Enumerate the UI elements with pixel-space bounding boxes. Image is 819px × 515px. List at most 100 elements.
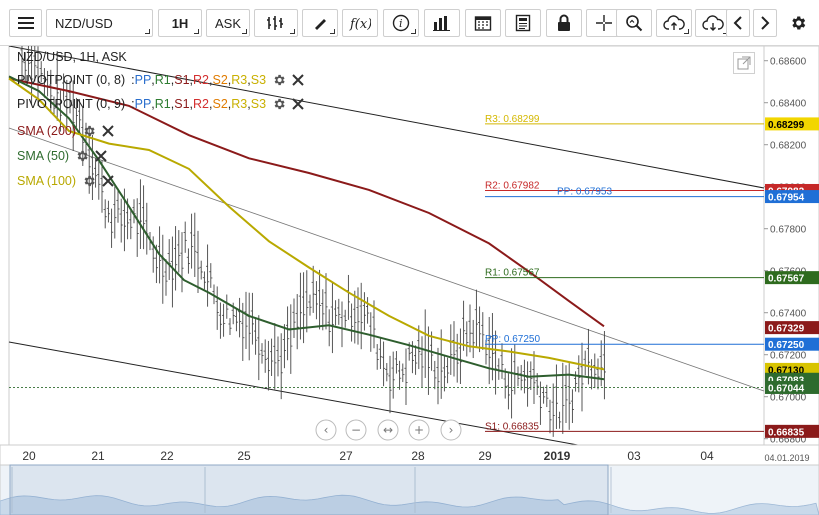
legend-settings-button[interactable]: [82, 124, 96, 138]
legend-settings-button[interactable]: [272, 73, 286, 87]
lock-button[interactable]: [546, 9, 582, 37]
legend-remove-button[interactable]: [292, 74, 304, 86]
calendar-icon: [474, 16, 492, 31]
cloud-upload-button[interactable]: [656, 9, 692, 37]
indicators-button[interactable]: f(x): [342, 9, 378, 37]
legend-part: S2: [212, 97, 228, 111]
price-tag-label: 0.67083: [768, 375, 805, 386]
legend-part: S1: [174, 97, 190, 111]
price-tag-label: 0.67250: [768, 340, 805, 351]
legend-part: S3: [250, 97, 267, 111]
scroll-right-button[interactable]: [753, 9, 777, 37]
legend-item[interactable]: SMA (100): [17, 174, 114, 188]
price-tag: [765, 380, 819, 394]
zoom-icon: [626, 15, 643, 32]
legend-remove-button[interactable]: [102, 175, 114, 187]
legend-settings-button[interactable]: [272, 97, 286, 111]
zoom-out-icon-glyph: −: [351, 423, 361, 437]
legend-item[interactable]: PIVOTPOINT (0, 8) : PP, R1, S1, R2, S2, …: [17, 73, 304, 87]
chevron-down-icon: [290, 29, 295, 34]
x-tick-label: 04: [700, 449, 714, 463]
volume-button[interactable]: [424, 9, 460, 37]
legend-item[interactable]: SMA (50): [17, 149, 107, 163]
legend-item[interactable]: SMA (200): [17, 124, 114, 138]
pivot-label: PP: 0.67953: [557, 187, 612, 198]
legend-settings-button[interactable]: [82, 174, 96, 188]
x-tick-label: 25: [237, 449, 251, 463]
reset-zoom-icon-glyph: ↔: [383, 423, 393, 437]
pivot-label: PP: 0.67250: [485, 334, 540, 345]
legend-part: R3: [231, 97, 248, 111]
svg-text:i: i: [399, 17, 403, 30]
settings-button[interactable]: [785, 9, 811, 37]
legend-separator: :: [131, 97, 135, 111]
price-chart[interactable]: 0.686000.684000.682000.680000.678000.676…: [0, 46, 819, 515]
y-tick-label: 0.67200: [770, 351, 807, 362]
zoom-in-icon[interactable]: [408, 419, 430, 441]
gear-icon: [77, 150, 88, 162]
chevron-down-icon: [145, 29, 150, 34]
legend-remove-button[interactable]: [292, 98, 304, 110]
sma-line: [8, 75, 605, 381]
zoom-in-icon-glyph: +: [414, 423, 424, 437]
gear-icon: [274, 74, 285, 86]
legend-comma: ,: [189, 73, 194, 87]
pivot-label: R3: 0.68299: [485, 114, 540, 125]
draw-pen-icon: [315, 19, 326, 30]
price-tag-label: 0.68299: [768, 120, 805, 131]
legend-part: R3: [231, 73, 248, 87]
x-tick-label: 22: [160, 449, 174, 463]
draw-tools-button[interactable]: [302, 9, 338, 37]
chevron-right-icon: [761, 16, 770, 30]
price-tag-label: 0.67329: [768, 324, 805, 335]
price-type-selector[interactable]: ASK: [206, 9, 250, 37]
y-tick-label: 0.68400: [770, 99, 807, 110]
legend-comma: ,: [170, 97, 175, 111]
pivot-label: R1: 0.67567: [485, 268, 540, 279]
legend-part: R2: [193, 73, 210, 87]
zoom-button[interactable]: [616, 9, 652, 37]
chart-area[interactable]: 0.686000.684000.682000.680000.678000.676…: [0, 46, 819, 515]
chart-type-button[interactable]: [254, 9, 298, 37]
symbol-label: NZD/USD: [55, 15, 113, 31]
timeframe-selector[interactable]: 1H: [158, 9, 202, 37]
price-tag-label: 0.67954: [768, 193, 805, 204]
price-tag-label: 0.67044: [768, 383, 805, 394]
info-button[interactable]: i: [383, 9, 419, 37]
menu-button[interactable]: [9, 9, 42, 37]
legend-item[interactable]: PIVOTPOINT (0, 9) : PP, R1, S1, R2, S2, …: [17, 97, 304, 111]
navigator-window[interactable]: [9, 464, 609, 515]
legend-settings-button[interactable]: [75, 149, 89, 163]
legend-remove-button[interactable]: [95, 150, 107, 162]
x-tick-label: 27: [339, 449, 353, 463]
calendar-button[interactable]: [465, 9, 501, 37]
notes-button[interactable]: [505, 9, 541, 37]
detach-window-button[interactable]: [733, 52, 755, 74]
x-tick-label: 21: [91, 449, 105, 463]
chart-title: NZD/USD, 1H, ASK: [17, 50, 127, 64]
price-tag: [765, 271, 819, 285]
scroll-left-button[interactable]: [726, 9, 750, 37]
price-tag: [765, 190, 819, 204]
scroll-back-icon[interactable]: [315, 419, 337, 441]
scroll-forward-icon-glyph: ›: [449, 423, 454, 437]
legend-comma: ,: [227, 97, 232, 111]
cloud-download-button[interactable]: [695, 9, 731, 37]
chevron-left-icon: [733, 16, 742, 30]
zoom-out-icon[interactable]: [345, 419, 367, 441]
trendline-middle: [8, 127, 765, 392]
document-icon: [515, 14, 531, 32]
close-icon: [102, 175, 114, 187]
scroll-forward-icon[interactable]: [440, 419, 462, 441]
close-icon: [292, 74, 304, 86]
reset-zoom-icon[interactable]: [377, 419, 399, 441]
pivot-label: S1: 0.66835: [485, 421, 539, 432]
symbol-selector[interactable]: NZD/USD: [46, 9, 153, 37]
legend-part: R1: [154, 73, 171, 87]
price-type-label: ASK: [214, 15, 241, 31]
legend-remove-button[interactable]: [102, 125, 114, 137]
x-tick-label: 2019: [544, 449, 571, 463]
svg-text:f(x): f(x): [349, 17, 371, 31]
lock-icon: [558, 14, 570, 31]
x-tick-label: 20: [22, 449, 36, 463]
